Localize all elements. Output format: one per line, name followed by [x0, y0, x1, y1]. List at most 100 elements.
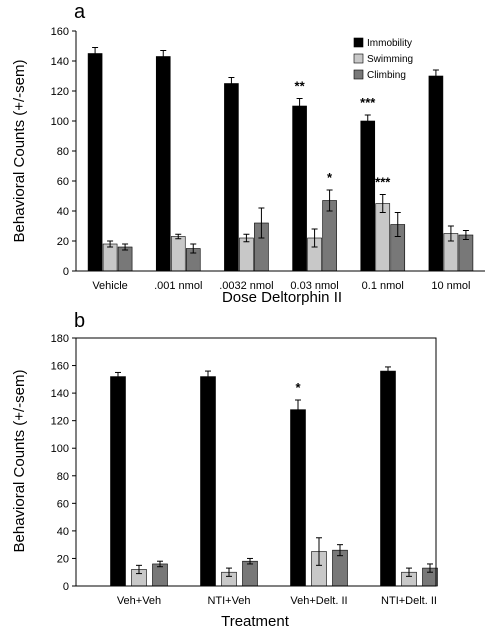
c1-x-tick-label-nti-veh: NTI+Veh [207, 595, 250, 607]
c0-x-tick-label-10-nmol: 10 nmol [431, 280, 470, 292]
c0-error-bar-immobility-10-nmol [432, 69, 439, 83]
c1-y-tick-label-60: 60 [57, 498, 69, 510]
c1-error-bar-climbing-veh-delt-ii [337, 544, 343, 557]
c1-y-tick-label-20: 20 [57, 553, 69, 565]
c1-y-tick-label-160: 160 [51, 361, 69, 373]
c0-significance-mark-3: *** [375, 175, 391, 190]
c1-error-bar-climbing-nti-veh [247, 557, 253, 565]
c1-y-tick-label-100: 100 [51, 443, 69, 455]
legend-label-climbing: Climbing [367, 70, 406, 81]
c0-bar-immobility-vehicle [87, 53, 103, 272]
c1-error-bar-immobility-veh-delt-ii [295, 399, 301, 420]
c1-x-tick-label-veh-veh: Veh+Veh [117, 595, 161, 607]
c1-error-bar-immobility-veh-veh [115, 371, 121, 382]
c0-significance-mark-1: * [327, 170, 333, 185]
c0-bar-climbing-vehicle [117, 246, 133, 272]
c0-error-bar-immobility-0-1-nmol [364, 114, 371, 128]
c0-bar-swimming-vehicle [102, 243, 118, 272]
legend-swatch-climbing [353, 69, 364, 80]
c1-error-bar-immobility-nti-delt-ii [385, 366, 391, 376]
c1-y-tick-label-140: 140 [51, 388, 69, 400]
c1-bar-immobility-nti-delt-ii [380, 370, 396, 587]
c0-x-tick-label-0-03-nmol: 0.03 nmol [290, 280, 338, 292]
c1-bar-immobility-veh-delt-ii [290, 409, 306, 587]
panel-label-a: a [74, 1, 86, 23]
c0-error-bar-immobility-0-03-nmol [296, 98, 303, 114]
c0-error-bar-climbing-10-nmol [462, 230, 469, 240]
c1-x-tick-label-nti-delt-ii: NTI+Delt. II [381, 595, 437, 607]
c0-error-bar-swimming-10-nmol [447, 225, 454, 242]
c0-error-bar-climbing-vehicle [122, 243, 129, 251]
c0-error-bar-swimming-vehicle [107, 240, 114, 248]
c0-bar-immobility-001-nmol [155, 56, 171, 272]
x-axis-label-b: Treatment [221, 613, 290, 630]
c1-bar-immobility-nti-veh [200, 376, 216, 587]
legend-swatch-immobility [353, 37, 364, 48]
c0-y-tick-label-160: 160 [51, 26, 69, 38]
c0-y-tick-label-0: 0 [63, 266, 69, 278]
c0-bar-swimming-0032-nmol [239, 237, 254, 272]
c1-bar-climbing-nti-veh [242, 560, 258, 587]
c0-bar-climbing-10-nmol [458, 234, 474, 272]
c1-y-tick-label-180: 180 [51, 333, 69, 345]
x-axis-label-a: Dose Deltorphin II [222, 289, 342, 306]
c1-error-bar-swimming-nti-veh [226, 567, 232, 577]
c0-error-bar-climbing-0-03-nmol [326, 189, 333, 212]
legend-swatch-swimming [353, 53, 364, 64]
c0-x-tick-label-0-1-nmol: 0.1 nmol [362, 280, 404, 292]
c0-bar-immobility-0-1-nmol [360, 120, 376, 272]
c0-error-bar-swimming-0-03-nmol [311, 228, 318, 248]
c0-y-tick-label-20: 20 [57, 236, 69, 248]
c0-y-tick-label-120: 120 [51, 86, 69, 98]
c0-significance-mark-2: *** [360, 95, 376, 110]
c0-error-bar-swimming-001-nmol [175, 233, 182, 240]
c0-error-bar-immobility-001-nmol [160, 50, 167, 63]
c0-bar-immobility-0-03-nmol [292, 105, 307, 272]
c0-y-tick-label-100: 100 [51, 116, 69, 128]
legend: Immobility Swimming Climbing [353, 37, 413, 81]
c0-x-tick-label-vehicle: Vehicle [92, 280, 127, 292]
c1-significance-mark-0: * [295, 380, 301, 395]
c0-bar-swimming-0-1-nmol [375, 203, 391, 272]
c1-error-bar-immobility-nti-veh [205, 370, 211, 383]
legend-label-swimming: Swimming [367, 54, 413, 65]
y-axis-label-a: Behavioral Counts (+/-sem) [11, 60, 28, 243]
c0-error-bar-climbing-0-1-nmol [394, 212, 401, 237]
c1-y-tick-label-40: 40 [57, 526, 69, 538]
chart-a: a Behavioral Counts (+/-sem) Dose Deltor… [11, 1, 485, 306]
c0-y-tick-label-140: 140 [51, 56, 69, 68]
c0-bar-immobility-10-nmol [428, 75, 444, 272]
c1-bar-climbing-veh-veh [152, 563, 168, 587]
c1-y-tick-label-0: 0 [63, 581, 69, 593]
plot-area-b: 0 20 40 60 80 100 120 140 160 180 Veh+Veh NTI+Veh Ve… [51, 333, 438, 607]
c0-error-bar-climbing-0032-nmol [258, 207, 265, 239]
c0-bar-immobility-0032-nmol [224, 83, 239, 272]
c0-error-bar-swimming-0032-nmol [243, 233, 250, 243]
c1-plot-frame [75, 337, 437, 587]
c1-y-tick-label-80: 80 [57, 471, 69, 483]
c0-error-bar-climbing-001-nmol [190, 243, 197, 254]
panel-label-b: b [74, 310, 85, 332]
c1-error-bar-climbing-veh-veh [157, 560, 163, 568]
c1-bar-immobility-veh-veh [110, 376, 126, 587]
c0-error-bar-immobility-0032-nmol [228, 77, 235, 90]
c0-bar-swimming-001-nmol [170, 236, 186, 272]
c0-y-tick-label-60: 60 [57, 176, 69, 188]
c1-y-tick-label-120: 120 [51, 416, 69, 428]
y-axis-label-b: Behavioral Counts (+/-sem) [11, 370, 28, 553]
c0-significance-mark-0: ** [295, 79, 306, 94]
chart-b: b Behavioral Counts (+/-sem) Treatment 0… [11, 310, 438, 630]
c1-error-bar-swimming-veh-veh [136, 564, 142, 575]
c0-y-tick-label-40: 40 [57, 206, 69, 218]
c0-x-tick-label-0032-nmol: .0032 nmol [219, 280, 273, 292]
c1-error-bar-swimming-nti-delt-ii [406, 567, 412, 577]
c0-y-tick-label-80: 80 [57, 146, 69, 158]
c1-error-bar-swimming-veh-delt-ii [316, 537, 322, 566]
plot-area-a: 0 20 40 60 80 100 120 140 160 Vehicle .001 nmol .00… [51, 26, 485, 292]
c1-error-bar-climbing-nti-delt-ii [427, 563, 433, 573]
c0-error-bar-swimming-0-1-nmol [379, 194, 386, 213]
c0-error-bar-immobility-vehicle [92, 47, 99, 60]
c0-x-tick-label-001-nmol: .001 nmol [154, 280, 202, 292]
c1-x-tick-label-veh-delt-ii: Veh+Delt. II [290, 595, 347, 607]
